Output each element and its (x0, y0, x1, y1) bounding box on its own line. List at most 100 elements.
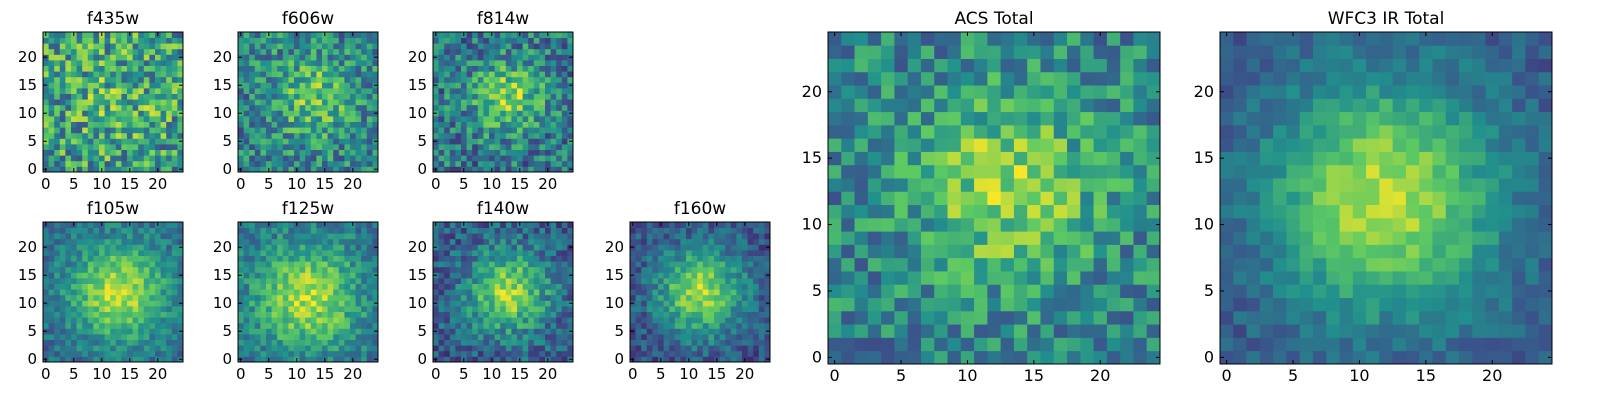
heatmap-cell (545, 328, 551, 335)
heatmap-cell (528, 356, 535, 363)
heatmap-cell (54, 278, 61, 284)
heatmap-cell (350, 127, 356, 134)
heatmap-cell (48, 60, 55, 66)
heatmap-cell (82, 294, 89, 301)
heatmap-cell (127, 238, 133, 245)
heatmap-cell (438, 99, 445, 106)
heatmap-cell (155, 289, 161, 296)
heatmap-cell (59, 283, 66, 290)
heatmap-cell (494, 278, 501, 284)
heatmap-cell (322, 104, 328, 111)
heatmap-cell (327, 255, 334, 262)
heatmap-cell (344, 334, 351, 340)
heatmap-cell (71, 227, 77, 234)
heatmap-cell (505, 261, 512, 268)
heatmap-cell (87, 350, 94, 357)
heatmap-cell (277, 48, 284, 55)
heatmap-cell (344, 32, 351, 38)
heatmap-cell (477, 261, 484, 268)
heatmap-cell (522, 37, 529, 44)
heatmap-cell (288, 60, 295, 66)
heatmap-cell (444, 317, 451, 324)
heatmap-cell (556, 160, 563, 167)
heatmap-cell (333, 356, 340, 363)
heatmap-cell (533, 339, 540, 346)
heatmap-cell (160, 54, 167, 61)
heatmap-cell (93, 356, 100, 363)
heatmap-cell (127, 255, 133, 262)
heatmap-cell (455, 238, 462, 245)
heatmap-cell (149, 317, 156, 324)
heatmap-cell (355, 244, 362, 251)
heatmap-cell (1133, 178, 1148, 192)
heatmap-cell (522, 322, 529, 329)
heatmap-cell (104, 127, 111, 134)
heatmap-cell (322, 48, 328, 55)
heatmap-cell (372, 311, 379, 318)
heatmap-cell (48, 334, 55, 340)
heatmap-cell (166, 289, 173, 296)
heatmap-cell (166, 283, 173, 290)
heatmap-cell (65, 121, 72, 128)
heatmap-cell (472, 356, 479, 363)
heatmap-cell (143, 160, 150, 167)
heatmap-cell (517, 76, 523, 83)
heatmap-cell (271, 233, 278, 240)
heatmap-cell (115, 149, 122, 156)
heatmap-cell (104, 32, 111, 38)
heatmap-cell (65, 278, 72, 284)
heatmap-cell (249, 261, 256, 268)
heatmap-cell (658, 227, 664, 234)
heatmap-cell (43, 278, 49, 284)
heatmap-cell (271, 43, 278, 50)
heatmap-cell (539, 238, 546, 245)
heatmap-cell (974, 204, 988, 219)
heatmap-cell (522, 54, 529, 61)
heatmap-cell (461, 60, 467, 66)
heatmap-cell (160, 99, 167, 106)
heatmap-cell (550, 356, 557, 363)
heatmap-cell (533, 65, 540, 72)
heatmap-cell (494, 244, 501, 251)
heatmap-cell (266, 250, 272, 256)
heatmap-cell (355, 104, 362, 111)
heatmap-cell (110, 76, 117, 83)
heatmap-cell (658, 311, 664, 318)
heatmap-cell (505, 99, 512, 106)
heatmap-cell (171, 317, 178, 324)
heatmap-cell (455, 283, 462, 290)
heatmap-cell (691, 317, 698, 324)
heatmap-cell (635, 222, 642, 228)
heatmap-cell (277, 82, 284, 89)
heatmap-cell (960, 178, 975, 192)
heatmap-cell (466, 283, 473, 290)
heatmap-cell (511, 238, 518, 245)
heatmap-cells (433, 32, 574, 173)
heatmap-cell (522, 283, 529, 290)
heatmap-cell (438, 306, 445, 312)
heatmap-cell (522, 317, 529, 324)
heatmap-cell (449, 261, 456, 268)
heatmap-cell (65, 328, 72, 335)
heatmap-cell (155, 43, 161, 50)
heatmap-cell (277, 54, 284, 61)
heatmap-cell (1067, 217, 1081, 232)
heatmap-cell (344, 255, 351, 262)
heatmap-cell (322, 132, 328, 139)
heatmap-cell (166, 250, 173, 256)
heatmap-cell (305, 227, 312, 234)
heatmap-cell (271, 99, 278, 106)
heatmap-cell (438, 328, 445, 335)
heatmap-cell (71, 311, 77, 318)
heatmap-cell (539, 278, 546, 284)
heatmap-cell (132, 160, 139, 167)
heatmap-cell (310, 76, 317, 83)
heatmap-cell (344, 43, 351, 50)
heatmap-cell (115, 48, 122, 55)
heatmap-cell (483, 261, 490, 268)
heatmap-cell (894, 271, 909, 285)
heatmap-cell (455, 76, 462, 83)
heatmap-cell (472, 155, 479, 162)
heatmap-cell (71, 138, 77, 145)
heatmap-cell (567, 238, 574, 245)
